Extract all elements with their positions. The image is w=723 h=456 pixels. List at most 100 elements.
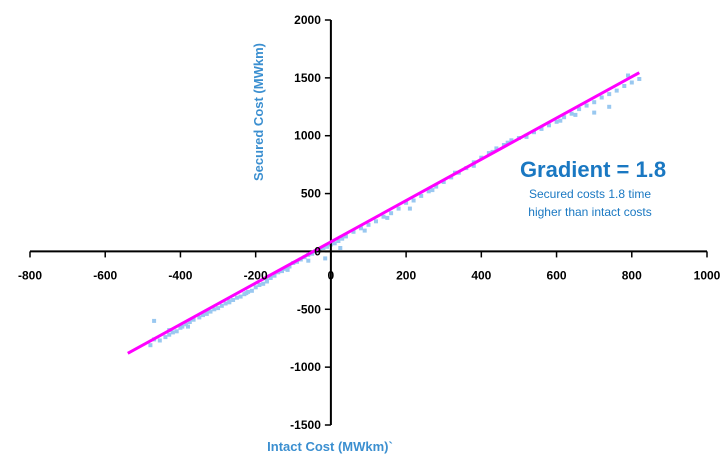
y-tick-label: -1000 [290, 360, 321, 374]
scatter-point [332, 241, 337, 246]
scatter-point [285, 267, 290, 272]
scatter-point [148, 343, 153, 348]
scatter-point [234, 295, 239, 300]
scatter-point [404, 200, 409, 205]
scatter-point [191, 317, 196, 322]
scatter-point [426, 189, 431, 194]
scatter-point [430, 188, 435, 193]
scatter-point [336, 239, 341, 243]
scatter-point [157, 338, 162, 343]
x-axis-title: Intact Cost (MWkm)` [267, 439, 393, 454]
scatter-point [321, 246, 326, 250]
scatter-point [317, 248, 322, 253]
scatter-point [264, 279, 269, 284]
scatter-point [152, 318, 157, 323]
scatter-point [323, 256, 328, 261]
scatter-point [599, 95, 604, 100]
y-tick-label: 1500 [294, 71, 321, 85]
scatter-point [359, 226, 363, 231]
scatter-point [637, 77, 642, 81]
x-tick-label: 200 [396, 268, 416, 282]
scatter-point [411, 198, 416, 203]
scatter-point [607, 92, 612, 97]
scatter-point [441, 180, 446, 184]
scatter-point [389, 211, 394, 216]
scatter-point [547, 123, 551, 128]
scatter-point [385, 215, 390, 220]
scatter-point [244, 291, 249, 296]
scatter-point [257, 283, 262, 287]
scatter-point [216, 306, 221, 311]
scatter-point [227, 299, 232, 304]
annotation-line-2: higher than intact costs [528, 205, 651, 219]
x-tick-labels: -800 -600 -400 -200 0 200 400 600 800 1000 [18, 268, 721, 282]
scatter-point [362, 228, 367, 233]
scatter-point [486, 151, 491, 156]
scatter-point [494, 146, 499, 151]
x-tick-label: 0 [328, 268, 335, 282]
scatter-point [272, 273, 277, 278]
scatter-point [180, 324, 185, 329]
annotation-title: Gradient = 1.8 [520, 157, 666, 182]
scatter-point [374, 219, 378, 224]
trend-line [127, 71, 641, 355]
scatter-point [249, 288, 254, 293]
scatter-point [201, 313, 205, 318]
scatter-point [524, 134, 529, 139]
scatter-point [340, 236, 345, 241]
scatter-point [187, 320, 192, 324]
scatter-point [622, 84, 627, 88]
scatter-point [577, 107, 582, 112]
scatter-point [261, 281, 266, 286]
scatter-point [338, 246, 343, 250]
scatter-point [614, 88, 619, 93]
scatter-point [163, 335, 168, 340]
scatter-point [208, 309, 213, 314]
scatter-point [170, 330, 175, 335]
scatter-point [197, 315, 202, 320]
scatter-point [325, 244, 330, 249]
scatter-point [592, 110, 597, 115]
x-tick-label: -200 [244, 268, 268, 282]
x-tick-label: -800 [18, 268, 42, 282]
scatter-point [204, 311, 209, 316]
scatter-point [509, 138, 514, 143]
scatter-point [573, 112, 578, 117]
scatter-point [167, 332, 172, 337]
scatter-point [351, 229, 356, 234]
scatter-point [562, 115, 567, 120]
scatter-point [626, 73, 630, 78]
scatter-point [471, 163, 476, 168]
scatter-point [231, 298, 236, 302]
scatter-point [419, 193, 424, 198]
scatter-point [174, 329, 179, 334]
scatter-point [306, 258, 311, 263]
scatter-point [584, 103, 589, 108]
annotation-line-1: Secured costs 1.8 time [529, 187, 651, 201]
scatter-point [629, 80, 634, 85]
scatter-point [186, 324, 190, 329]
scatter-point [238, 294, 243, 299]
scatter-point [558, 118, 563, 123]
scatter-point [501, 143, 506, 147]
y-axis-title: Secured Cost (MWkm) [251, 43, 266, 181]
scatter-point [434, 184, 439, 189]
scatter-point [366, 222, 371, 227]
scatter-point [607, 104, 612, 109]
scatter-point [539, 126, 544, 131]
scatter-point [505, 140, 510, 145]
scatter-point [592, 100, 597, 105]
scatter-point [253, 285, 258, 290]
x-tick-label: 800 [622, 268, 642, 282]
y-tick-label: -1500 [290, 418, 321, 432]
scatter-point [396, 206, 401, 211]
x-tick-label: 600 [547, 268, 567, 282]
scatter-point [212, 307, 217, 312]
y-tick-label: 500 [301, 187, 321, 201]
scatter-point [268, 276, 273, 280]
y-tick-label: 0 [314, 244, 321, 258]
x-tick-label: 400 [471, 268, 491, 282]
scatter-point [569, 111, 574, 116]
y-tick-labels: 2000 1500 1000 500 0 -500 -1000 -1500 [290, 13, 321, 432]
